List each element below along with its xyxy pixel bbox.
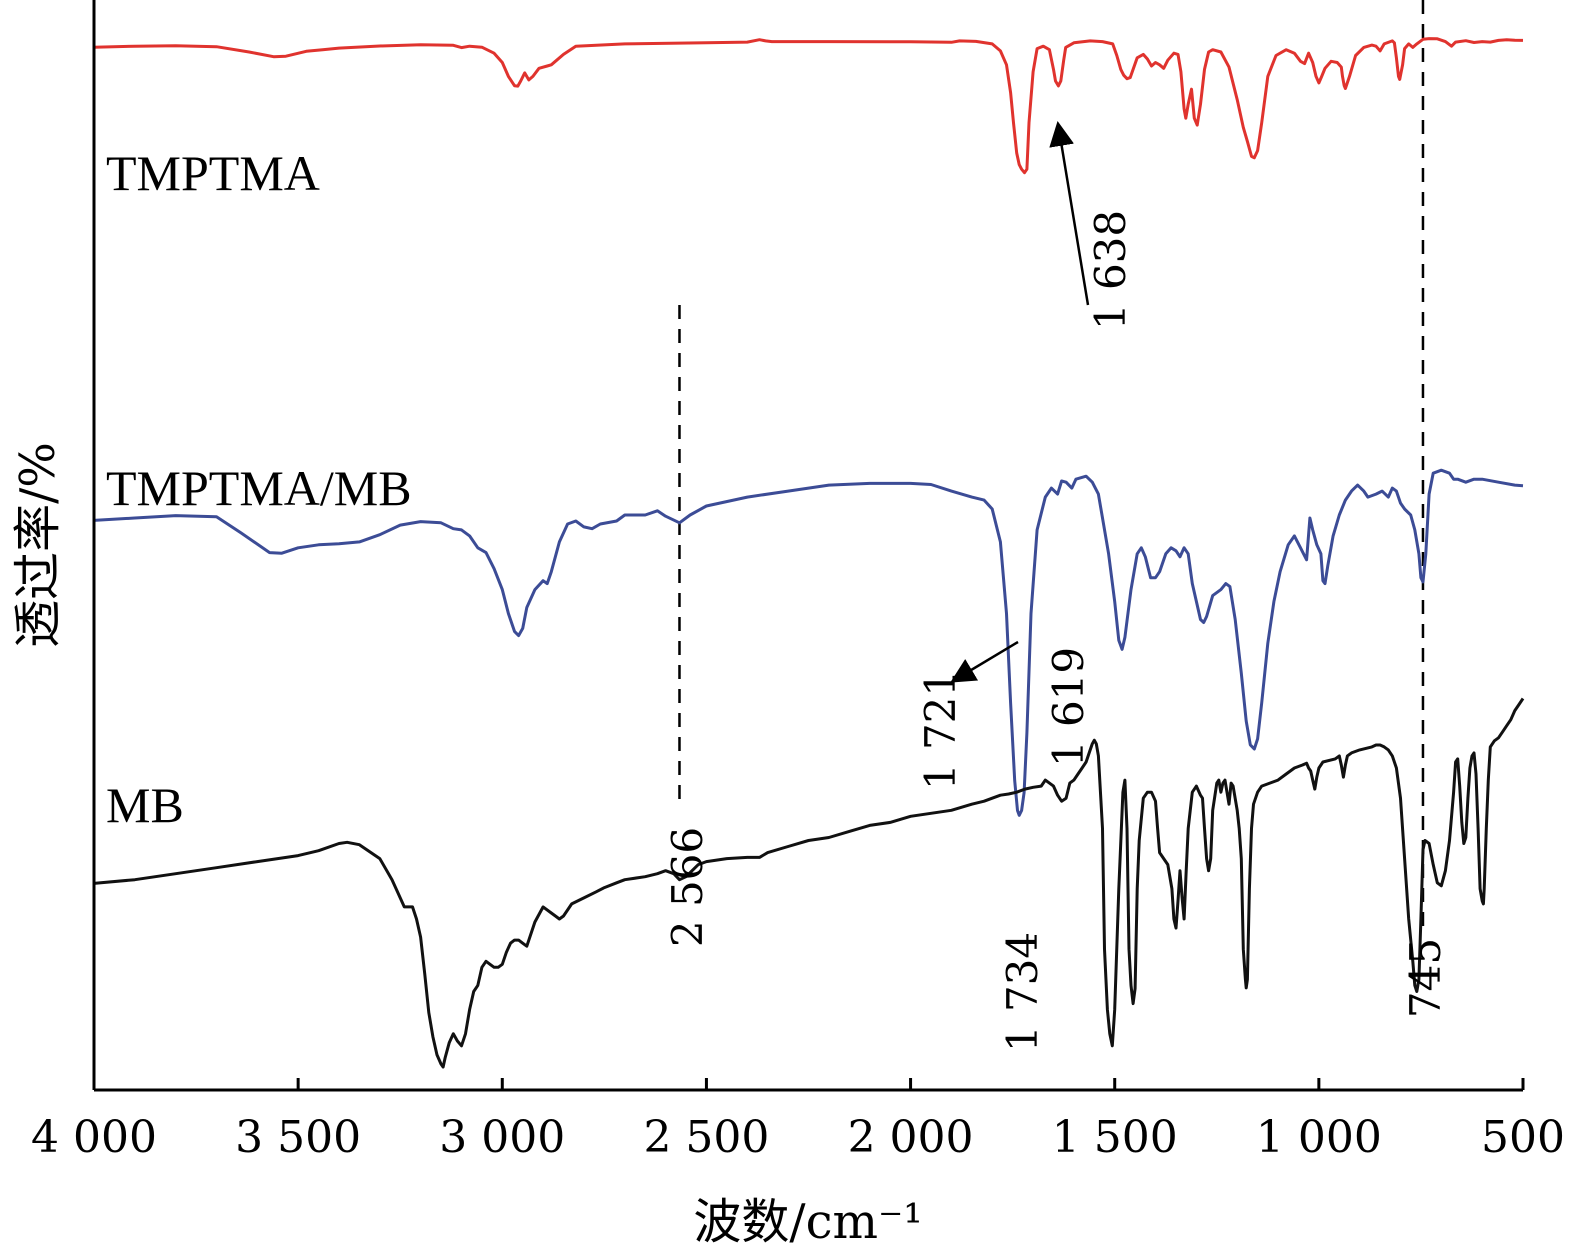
- annotation-label: 1 619: [1044, 647, 1093, 767]
- annotation-label: 1 721: [916, 670, 965, 790]
- x-tick-label: 1 000: [1256, 1112, 1382, 1163]
- series-label-tmptma: TMPTMA: [106, 145, 320, 201]
- y-axis-title: 透过率/%: [10, 442, 66, 648]
- x-tick-label: 2 500: [643, 1112, 769, 1163]
- annotation-arrow: [950, 640, 1019, 683]
- x-tick-label: 2 000: [848, 1112, 974, 1163]
- annotation-arrow: [1049, 120, 1090, 306]
- annotation-label: 1 734: [998, 932, 1047, 1052]
- series-label-tmptma-mb: TMPTMA/MB: [106, 460, 412, 516]
- annotation-label: 1 638: [1086, 210, 1135, 330]
- x-axis-title: 波数/cm⁻¹: [693, 1194, 922, 1250]
- x-tick-label: 3 000: [439, 1112, 565, 1163]
- annotation-label: 2 566: [663, 827, 712, 947]
- dashed-marker-group: [678, 0, 1425, 935]
- x-tick-label: 3 500: [235, 1112, 361, 1163]
- x-tick-label: 4 000: [31, 1112, 157, 1163]
- series-label-mb: MB: [106, 777, 184, 833]
- series-line-tmptma: [93, 37, 1524, 175]
- series-line-tmptma-mb: [93, 468, 1524, 817]
- annotation-label: 745: [1401, 938, 1450, 1018]
- x-tick-label: 1 500: [1052, 1112, 1178, 1163]
- series-group: [93, 37, 1525, 1069]
- x-tick-label: 500: [1481, 1112, 1565, 1163]
- x-tick-group: 4 000 3 500 3 000 2 500 2 000 1 500 1 000 500: [31, 1078, 1565, 1163]
- annotation-group: 1 638 1 721 1 619 1 734 2 566 745: [663, 120, 1450, 1052]
- series-line-mb: [93, 697, 1525, 1069]
